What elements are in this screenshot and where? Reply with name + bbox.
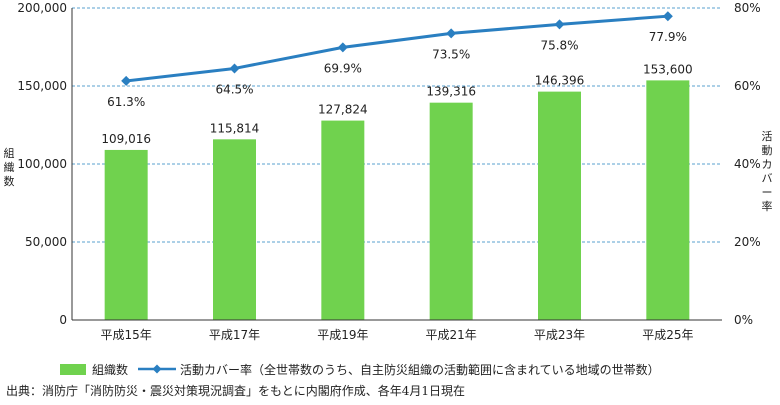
- legend-item-line: 活動カバー率（全世帯数のうち、自主防災組織の活動範囲に含まれている地域の世帯数）: [138, 361, 660, 378]
- y-tick-label: 100,000: [17, 157, 67, 171]
- bar-value-label: 139,316: [426, 85, 476, 99]
- y-tick-label: 200,000: [17, 1, 67, 15]
- bar-series: [104, 80, 690, 320]
- x-tick-label: 平成23年: [534, 328, 585, 342]
- y2-tick-label: 20%: [734, 235, 761, 249]
- line-point: [229, 63, 240, 74]
- line-point: [554, 19, 565, 30]
- line-point: [446, 28, 457, 39]
- bar-value-label: 146,396: [535, 74, 585, 88]
- line-point: [662, 11, 673, 22]
- coverage-line: [125, 14, 668, 83]
- bar-value-label: 127,824: [318, 103, 368, 117]
- y2-tick-label: 60%: [734, 79, 761, 93]
- legend-item-bar: 組織数: [60, 361, 128, 378]
- y-axis-label-right: 活動カバー率: [761, 130, 773, 213]
- source-note: 出典：消防庁「消防防災・震災対策現況調査」をもとに内閣府作成、各年4月1日現在: [6, 384, 466, 398]
- x-tick-label: 平成21年: [426, 328, 477, 342]
- line-point: [337, 42, 348, 53]
- y-tick-label: 0: [59, 313, 67, 327]
- y-tick-label: 50,000: [25, 235, 67, 249]
- x-tick-label: 平成15年: [101, 328, 152, 342]
- bar: [646, 80, 690, 320]
- y-axis-label-left: 組織数: [3, 147, 15, 188]
- line-value-label: 77.9%: [649, 30, 687, 44]
- labels: 0 50,000 100,000 150,000 200,000 0% 20% 40% 60% 8…: [17, 1, 760, 342]
- bar-value-label: 153,600: [643, 62, 693, 76]
- x-tick-label: 平成19年: [317, 328, 368, 342]
- axes: [71, 8, 722, 321]
- line-value-label: 69.9%: [324, 61, 362, 75]
- gridlines: [72, 7, 722, 243]
- line-value-label: 75.8%: [540, 38, 578, 52]
- y2-tick-label: 80%: [734, 1, 761, 15]
- x-tick-label: 平成25年: [642, 328, 693, 342]
- bar: [213, 139, 256, 320]
- bar: [104, 149, 148, 320]
- bar: [321, 120, 365, 320]
- line-series: [121, 11, 673, 86]
- line-point: [121, 75, 132, 86]
- y2-tick-label: 40%: [734, 157, 761, 171]
- legend: 組織数 活動カバー率（全世帯数のうち、自主防災組織の活動範囲に含まれている地域の…: [60, 359, 670, 379]
- legend-bar-label: 組織数: [92, 362, 129, 377]
- bar: [538, 91, 581, 320]
- line-value-label: 64.5%: [215, 82, 253, 96]
- combo-chart: 0 50,000 100,000 150,000 200,000 0% 20% 40% 60% 8…: [17, 1, 760, 342]
- x-tick-label: 平成17年: [209, 328, 260, 342]
- y-tick-label: 150,000: [17, 79, 67, 93]
- line-value-label: 73.5%: [432, 47, 470, 61]
- bar-value-label: 115,814: [210, 121, 260, 135]
- legend-line-swatch: [138, 364, 177, 374]
- line-value-label: 61.3%: [107, 95, 145, 109]
- y2-tick-label: 0%: [734, 313, 753, 327]
- legend-line-label: 活動カバー率（全世帯数のうち、自主防災組織の活動範囲に含まれている地域の世帯数）: [180, 362, 660, 377]
- legend-bar-swatch: [60, 363, 86, 375]
- bar-value-label: 109,016: [101, 132, 151, 146]
- bar: [429, 102, 473, 320]
